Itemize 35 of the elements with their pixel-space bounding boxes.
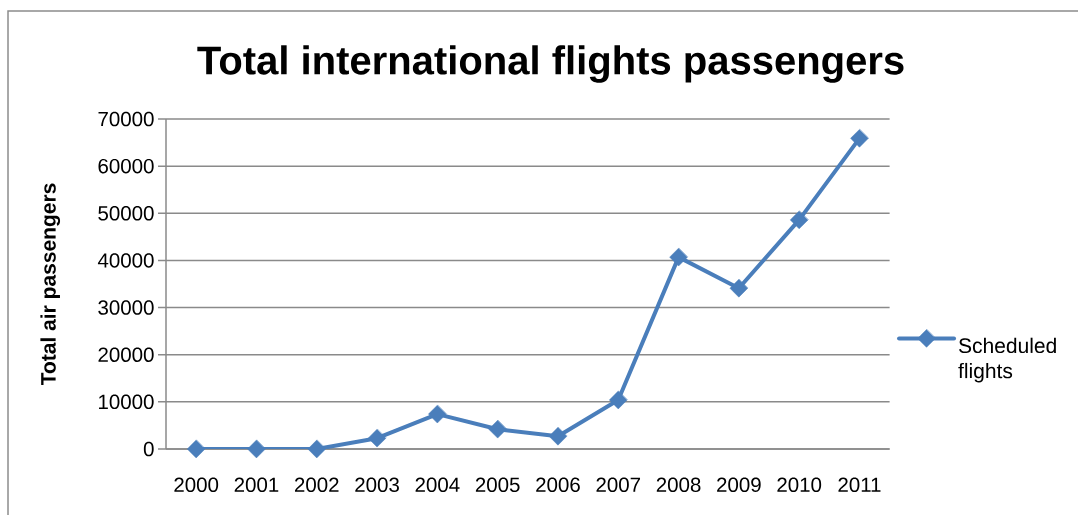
y-tick-label: 0 [143,441,154,457]
x-tick-label: 2005 [475,477,520,493]
y-axis-title: Total air passengers [40,183,61,386]
y-tick-label: 40000 [97,253,154,268]
point [367,429,387,448]
x-tick-label: 2008 [656,477,701,493]
x-tick-label: 2010 [777,477,822,493]
point [548,427,568,446]
point [307,439,326,459]
x-tick-label: 2003 [355,477,399,493]
point [790,210,809,230]
point [850,129,869,148]
x-tick-label: 2009 [717,477,761,493]
y-tick-label: 30000 [98,300,154,315]
legend-label: Scheduled flights [958,337,1056,383]
x-tick-label: 2006 [536,477,580,493]
point [609,390,628,410]
x-tick-label: 2000 [174,477,219,493]
point [729,279,749,298]
y-tick-label: 50000 [98,206,154,221]
x-tick-label: 2004 [415,477,460,493]
y-tick-label: 10000 [99,394,154,410]
point [428,404,447,424]
x-tick-label: 2011 [838,477,881,493]
x-tick-label: 2001 [234,477,279,493]
point [187,439,206,459]
point [669,247,688,267]
y-tick-label: 20000 [98,347,154,362]
point [247,439,266,459]
x-tick-label: 2007 [596,477,641,493]
point [488,420,507,439]
x-tick-label: 2002 [294,477,339,493]
y-tick-label: 60000 [98,158,154,174]
chart-title: Total international flights passengers [197,45,904,83]
y-tick-label: 70000 [98,111,154,127]
